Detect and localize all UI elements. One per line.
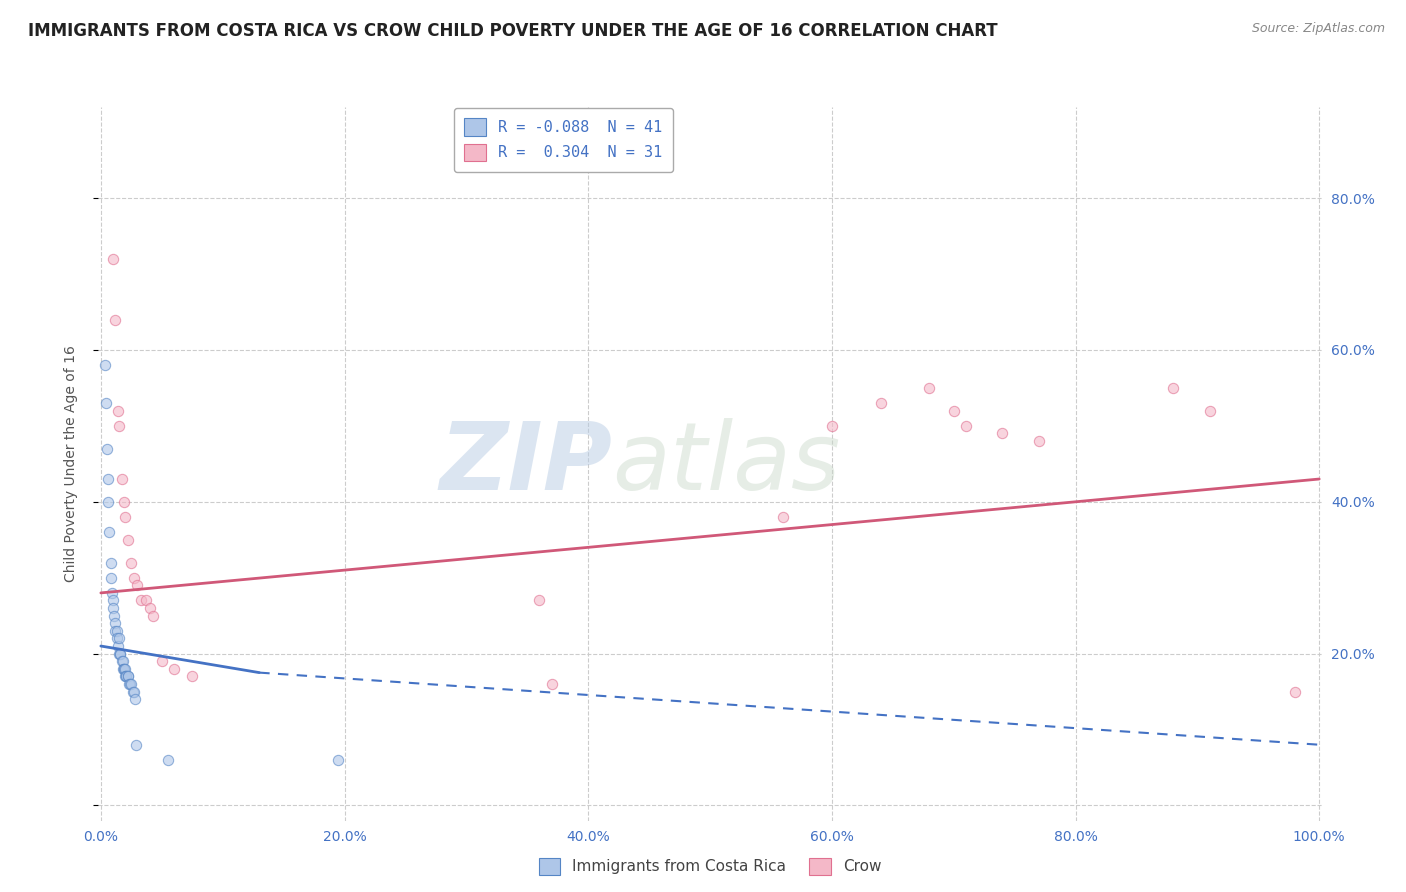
Point [101,586,124,600]
Point [117,669,139,683]
Point [328,753,350,767]
Legend: Immigrants from Costa Rica, Crow: Immigrants from Costa Rica, Crow [530,848,890,884]
Point [772,510,794,524]
Point [120,556,142,570]
Point [117,669,139,683]
Point [108,647,131,661]
Point [101,601,124,615]
Text: IMMIGRANTS FROM COSTA RICA VS CROW CHILD POVERTY UNDER THE AGE OF 16 CORRELATION: IMMIGRANTS FROM COSTA RICA VS CROW CHILD… [28,22,998,40]
Point [115,669,138,683]
Text: atlas: atlas [612,418,841,509]
Point [107,639,129,653]
Point [1028,434,1050,448]
Point [103,608,125,623]
Point [112,662,135,676]
Point [129,593,152,607]
Point [97,472,120,486]
Point [111,662,134,676]
Point [163,662,186,676]
Point [104,312,127,326]
Point [540,677,562,691]
Text: ZIP: ZIP [439,417,612,510]
Point [138,601,160,615]
Point [121,684,143,698]
Point [115,669,138,683]
Point [100,556,122,570]
Point [112,662,135,676]
Point [955,418,977,433]
Point [150,654,173,668]
Point [125,738,148,752]
Point [122,571,145,585]
Point [100,571,122,585]
Point [111,654,134,668]
Point [120,677,142,691]
Point [127,578,149,592]
Point [120,677,142,691]
Point [1284,684,1306,698]
Point [1161,381,1184,395]
Point [98,525,121,540]
Point [94,396,117,410]
Point [110,647,132,661]
Point [97,495,120,509]
Point [991,426,1014,441]
Point [104,624,127,638]
Text: Source: ZipAtlas.com: Source: ZipAtlas.com [1251,22,1385,36]
Point [156,753,179,767]
Point [122,684,145,698]
Point [529,593,551,607]
Point [869,396,891,410]
Point [93,358,115,372]
Y-axis label: Child Poverty Under the Age of 16: Child Poverty Under the Age of 16 [63,345,77,582]
Point [110,647,132,661]
Point [918,381,941,395]
Point [114,662,136,676]
Point [117,533,139,547]
Point [114,669,136,683]
Point [101,593,124,607]
Point [114,510,136,524]
Point [107,403,129,417]
Point [181,669,204,683]
Point [110,472,132,486]
Point [105,632,128,646]
Point [118,677,141,691]
Point [108,418,131,433]
Point [112,495,135,509]
Point [101,252,124,266]
Point [1198,403,1220,417]
Point [105,624,128,638]
Point [821,418,844,433]
Point [142,608,165,623]
Point [96,442,118,456]
Point [108,632,131,646]
Point [124,692,146,706]
Point [104,616,127,631]
Point [942,403,965,417]
Point [135,593,157,607]
Point [110,654,132,668]
